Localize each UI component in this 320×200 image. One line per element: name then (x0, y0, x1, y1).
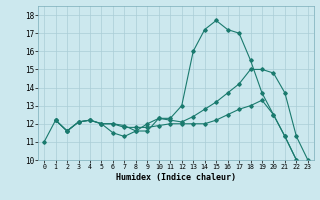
X-axis label: Humidex (Indice chaleur): Humidex (Indice chaleur) (116, 173, 236, 182)
